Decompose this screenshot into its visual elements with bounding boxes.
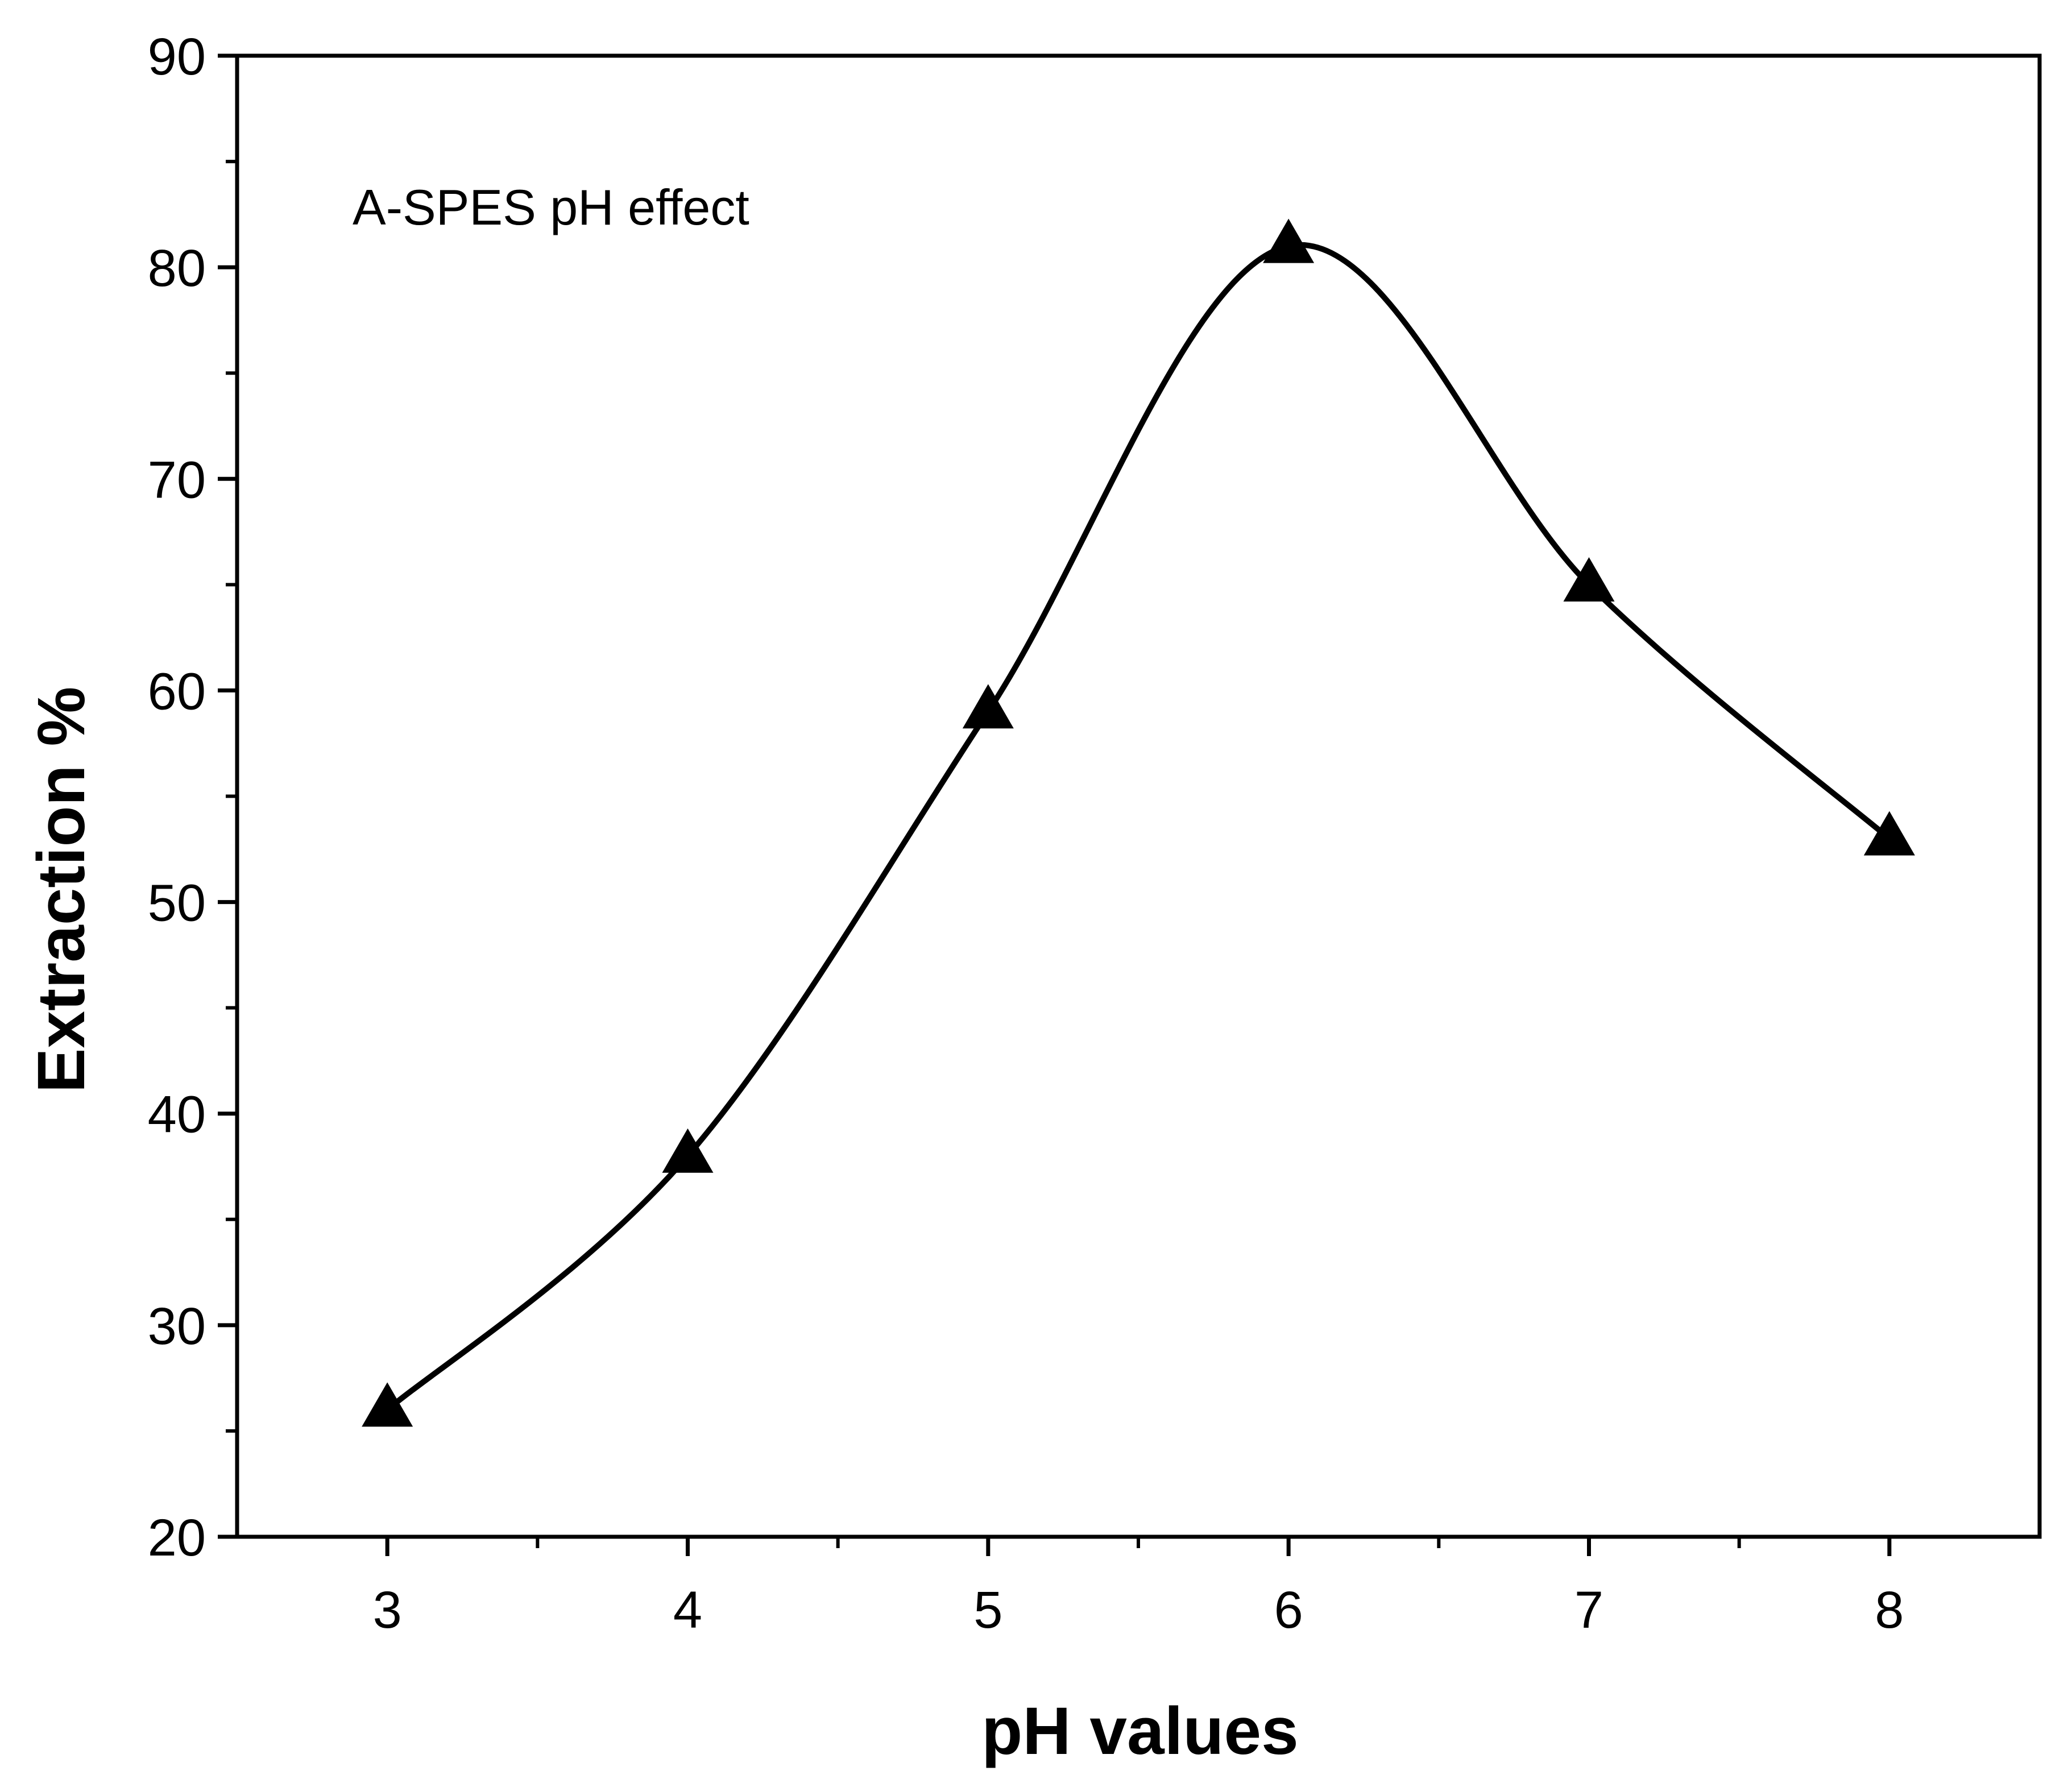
x-tick-label: 8	[1875, 1581, 1904, 1639]
data-point-marker	[662, 1128, 714, 1173]
y-tick-label: 60	[148, 662, 206, 720]
series-extraction	[362, 218, 1915, 1427]
y-tick-label: 20	[148, 1509, 206, 1567]
y-tick-label: 80	[148, 239, 206, 297]
chart-annotation: A-SPES pH effect	[353, 179, 749, 235]
data-point-marker	[362, 1382, 413, 1427]
data-point-marker	[1863, 811, 1915, 856]
y-axis-title: Extraction %	[24, 687, 99, 1093]
x-tick-label: 7	[1574, 1581, 1603, 1639]
x-axis-title: pH values	[981, 1694, 1298, 1769]
x-axis: 3 4 5 6 7 8	[373, 1537, 1904, 1639]
y-axis: 20 30 40 50 60 70 80 90	[148, 28, 237, 1567]
y-tick-label: 50	[148, 874, 206, 932]
y-tick-label: 90	[148, 28, 206, 86]
series-line	[385, 242, 1892, 1412]
data-point-marker	[962, 684, 1014, 729]
data-point-marker	[1263, 218, 1315, 263]
x-tick-label: 3	[373, 1581, 402, 1639]
plot-frame	[235, 53, 2042, 1539]
x-tick-label: 4	[673, 1581, 702, 1639]
x-tick-label: 6	[1274, 1581, 1303, 1639]
plot-border	[235, 53, 2042, 1539]
y-tick-label: 40	[148, 1086, 206, 1144]
x-tick-label: 5	[973, 1581, 1002, 1639]
y-tick-label: 30	[148, 1297, 206, 1355]
y-tick-label: 70	[148, 451, 206, 509]
data-point-marker	[1563, 557, 1615, 602]
